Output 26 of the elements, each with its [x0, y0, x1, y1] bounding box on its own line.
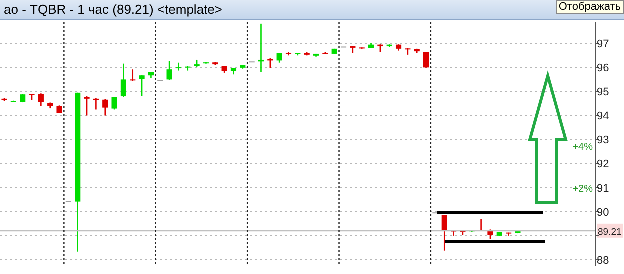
candlestick [185, 66, 191, 72]
candlestick [176, 62, 182, 72]
candlestick [166, 60, 172, 81]
candlestick [38, 92, 44, 107]
candlestick [112, 96, 118, 110]
candlestick [423, 52, 430, 69]
y-tick-label: 95 [597, 86, 610, 99]
candlestick [84, 96, 90, 116]
y-tick-label: 96 [597, 62, 610, 75]
y-tick-label: 91 [597, 182, 610, 195]
candlestick [130, 68, 136, 82]
annotation: +2% [572, 184, 594, 195]
ref-line-label: 89.21 [598, 226, 622, 238]
candlestick [139, 74, 145, 97]
y-tick-label: 93 [597, 134, 610, 147]
candlestick [442, 214, 448, 252]
y-tick-label: 92 [597, 158, 610, 171]
y-tick-label: 94 [597, 110, 610, 123]
y-tick-label: 88 [597, 254, 610, 267]
text: Отображать [556, 0, 624, 14]
candlestick [102, 98, 108, 116]
annotation: +4% [572, 142, 594, 153]
candlestick [120, 63, 126, 98]
y-tick-label: 97 [597, 38, 610, 51]
chart-title: ао - TQBR - 1 час (89.21) <template> [4, 2, 222, 17]
y-tick-label: 90 [597, 206, 610, 219]
